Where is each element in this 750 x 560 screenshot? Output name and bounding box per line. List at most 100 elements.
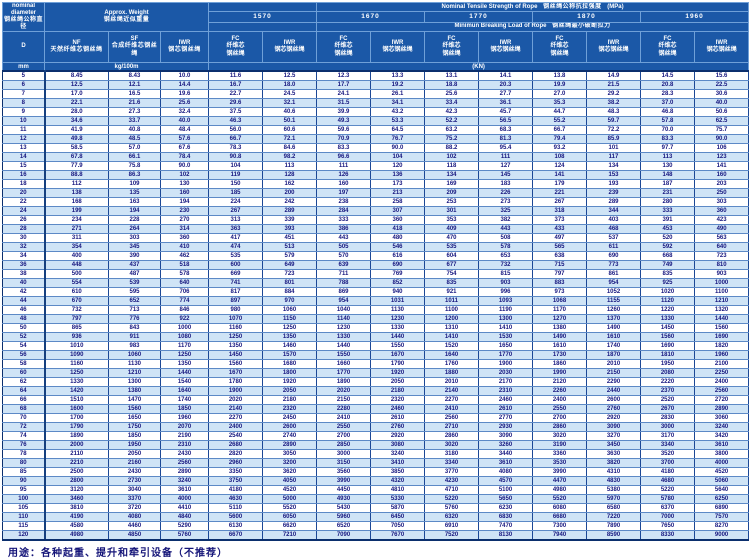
cell-value: 194 [108,206,161,216]
cell-value: 2550 [532,404,588,414]
cell-value: 715 [532,260,588,270]
cell-value: 2670 [640,404,696,414]
cell-value: 433 [532,224,588,234]
cell-value: 2220 [640,377,696,387]
cell-value: 141 [532,170,588,180]
cell-value: 2440 [586,386,642,396]
breaking-title-en: Minimun Breaking Load of Rope [454,23,547,30]
cell-value: 1440 [316,341,372,351]
cell-value: 2860 [532,422,588,432]
cell-value: 325 [478,206,534,216]
cell-value: 26.1 [370,89,426,99]
cell-value: 13.8 [532,70,588,81]
cell-value: 224 [208,197,264,207]
cell-diameter: 76 [2,440,46,450]
cell-diameter: 6 [2,80,46,90]
cell-value: 668 [640,251,696,261]
cell-value: 4930 [316,494,372,504]
cell-value: 418 [370,224,426,234]
cell-value: 3190 [532,440,588,450]
cell-diameter: 54 [2,341,46,351]
cell-value: 345 [108,242,161,252]
cell-value: 3040 [108,485,161,495]
cell-value: 570 [316,251,372,261]
cell-value: 1170 [159,341,210,351]
cell-value: 2140 [424,386,480,396]
cell-value: 2250 [694,368,750,378]
cell-value: 2310 [478,386,534,396]
cell-diameter: 120 [2,530,46,541]
cell-value: 1550 [370,341,426,351]
cell-value: 14.9 [586,70,642,81]
cell-value: 86.3 [108,170,161,180]
cell-value: 4080 [108,512,161,522]
cell-value: 25.6 [424,89,480,99]
weight-title-zh: 钢丝绳近似重量 [103,17,150,23]
cell-diameter: 11 [2,125,46,135]
iwr-label: 钢芯钢丝绳 [382,47,413,53]
cell-value: 98.2 [262,152,318,162]
cell-value: 24.5 [262,89,318,99]
cell-value: 2920 [586,413,642,423]
cell-value: 258 [370,197,426,207]
tensile-strength-header: Nominal Tensile Strength of Rope 钢丝绳公称抗拉… [316,1,750,13]
cell-value: 1330 [316,332,372,342]
cell-value: 3820 [586,458,642,468]
table-row: 5 8.45 8.43 10.0 11.6 12.5 12.3 13.3 13.1 14.1 13.… [2,70,750,81]
fc-label: 钢丝绳 [658,50,677,57]
table-row: 6 12.5 12.1 14.4 16.7 18.0 17.7 19.2 18.8 20.3 19.… [2,80,750,90]
cell-value: 462 [159,251,210,261]
cell-value: 2890 [262,440,318,450]
cell-value: 1690 [694,332,750,342]
cell-value: 183 [478,179,534,189]
cell-value: 2140 [208,404,264,414]
cell-value: 535 [208,251,264,261]
cell-value: 59.6 [316,125,372,135]
table-row: 48 797 776 922 1070 1150 1140 1230 1200 1300 1270 1… [2,314,750,324]
col-header-iwr-1960: IWR 钢芯钢丝绳 [694,31,750,63]
cell-value: 1093 [478,296,534,306]
cell-value: 1950 [108,440,161,450]
cell-value: 6320 [424,512,480,522]
cell-value: 5760 [159,530,210,541]
cell-value: 22.5 [694,80,750,90]
cell-value: 8.43 [108,70,161,81]
cell-value: 2190 [159,431,210,441]
table-row: 38 500 487 578 669 723 711 769 754 815 797 861 835 90… [2,269,750,279]
cell-value: 1090 [44,350,109,360]
cell-value: 7650 [640,521,696,531]
cell-value: 5100 [478,485,534,495]
cell-value: 3340 [424,458,480,468]
cell-value: 403 [586,215,642,225]
cell-value: 77.9 [44,161,109,171]
cell-value: 12.5 [44,80,109,90]
cell-diameter: 90 [2,476,46,486]
cell-value: 2740 [262,431,318,441]
cell-value: 84.6 [262,143,318,153]
cell-value: 28.0 [44,107,109,117]
cell-value: 30.6 [694,89,750,99]
cell-value: 2760 [370,422,426,432]
cell-value: 57.6 [159,134,210,144]
cell-value: 239 [586,188,642,198]
cell-value: 88.8 [44,170,109,180]
cell-value: 27.3 [108,107,161,117]
iwr-code: IWR [178,39,191,46]
cell-value: 480 [370,233,426,243]
cell-value: 468 [586,224,642,234]
cell-value: 72.1 [262,134,318,144]
cell-value: 185 [208,188,264,198]
cell-value: 2150 [586,368,642,378]
cell-value: 104 [208,161,264,171]
cell-value: 1860 [532,359,588,369]
cell-value: 677 [424,260,480,270]
cell-value: 43.2 [370,107,426,117]
cell-value: 1320 [694,305,750,315]
cell-value: 250 [694,188,750,198]
cell-value: 1160 [208,323,264,333]
cell-value: 2010 [424,377,480,387]
cell-value: 1600 [44,404,109,414]
cell-value: 119 [208,170,264,180]
cell-value: 4000 [694,458,750,468]
cell-value: 5220 [640,485,696,495]
